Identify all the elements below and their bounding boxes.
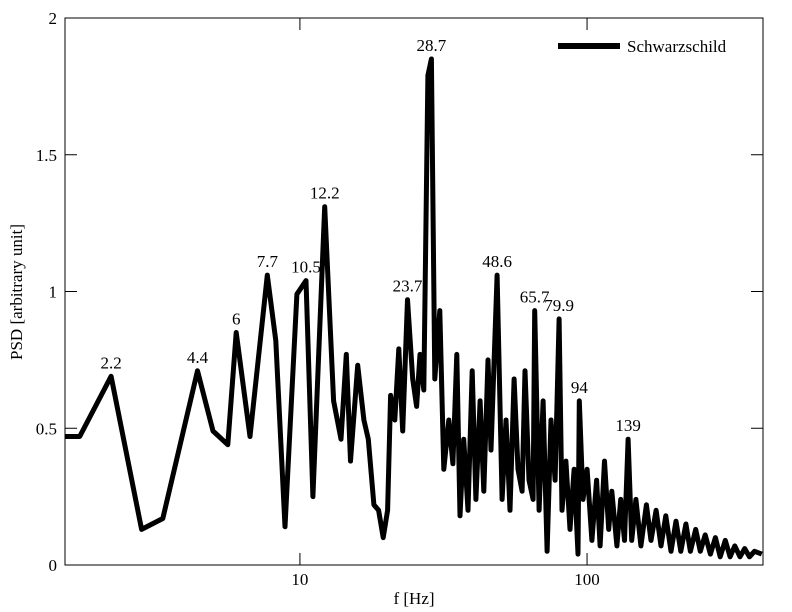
- y-axis-label: PSD [arbitrary unit]: [7, 224, 26, 360]
- annotation: 2.2: [100, 353, 121, 372]
- y-tick-label: 0.5: [36, 419, 57, 438]
- annotation: 28.7: [417, 36, 447, 55]
- annotation: 23.7: [393, 277, 423, 296]
- annotation: 79.9: [544, 296, 574, 315]
- annotation: 94: [571, 378, 589, 397]
- y-tick-label: 1.5: [36, 146, 57, 165]
- annotation: 48.6: [482, 252, 512, 271]
- x-tick-label: 100: [574, 570, 600, 589]
- x-axis-label: f [Hz]: [393, 589, 434, 608]
- annotation: 7.7: [257, 252, 279, 271]
- x-tick-label: 10: [291, 570, 308, 589]
- annotation: 65.7: [520, 288, 550, 307]
- annotation: 139: [615, 416, 641, 435]
- annotation: 6: [232, 310, 241, 329]
- y-tick-label: 1: [49, 283, 58, 302]
- legend-label: Schwarzschild: [627, 37, 727, 56]
- y-tick-label: 2: [49, 9, 58, 28]
- data-line: [65, 56, 763, 560]
- annotation: 4.4: [187, 348, 209, 367]
- y-tick-label: 0: [49, 556, 58, 575]
- annotation: 10.5: [291, 258, 321, 277]
- annotation: 12.2: [310, 184, 340, 203]
